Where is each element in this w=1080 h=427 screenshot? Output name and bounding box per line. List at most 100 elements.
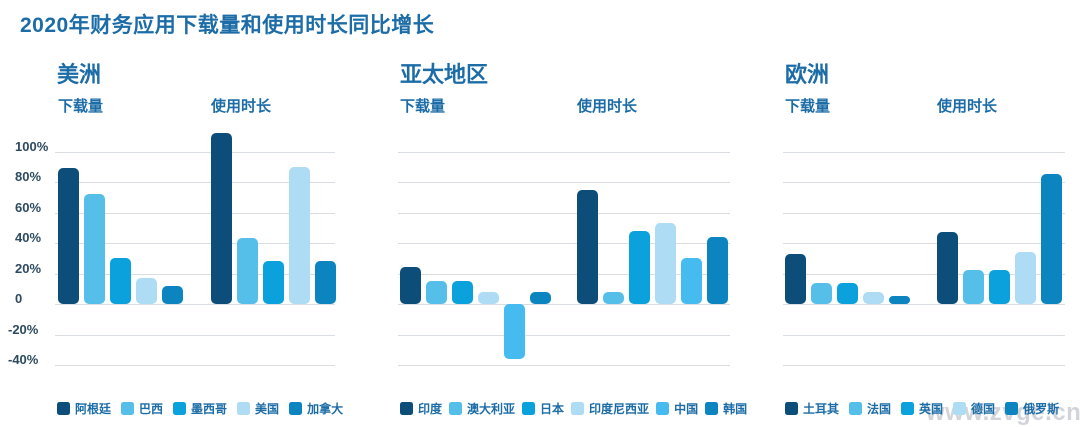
bar-r1-s1-c4 xyxy=(681,258,702,304)
bar-r0-s1-c1 xyxy=(237,238,258,304)
gridline-100pct xyxy=(55,151,335,153)
group-label-2-1: 使用时长 xyxy=(937,98,998,115)
group-label-2-0: 下载量 xyxy=(785,98,831,115)
legend-swatch-icon xyxy=(849,402,863,415)
bar-r2-s0-c3 xyxy=(863,291,884,304)
group-label-0-1: 使用时长 xyxy=(211,98,272,115)
legend-item-r0-c0: 阿根廷 xyxy=(57,400,111,417)
gridline--40pct xyxy=(55,365,335,366)
bar-r2-s1-c3 xyxy=(1015,252,1036,304)
legend-item-r0-c3: 美国 xyxy=(237,400,279,417)
bar-r1-s1-c5 xyxy=(707,236,728,304)
bar-r0-s1-c3 xyxy=(289,166,310,304)
bar-r0-s1-c2 xyxy=(263,261,284,304)
legend-swatch-icon xyxy=(705,402,719,415)
legend-label-r0-c0: 阿根廷 xyxy=(75,402,112,416)
legend-label-r0-c2: 墨西哥 xyxy=(191,402,228,416)
legend-item-r0-c1: 巴西 xyxy=(121,400,163,417)
legend-swatch-icon xyxy=(449,402,463,415)
plot-area-0 xyxy=(55,132,336,369)
legend-swatch-icon xyxy=(522,402,536,415)
y-tick-0: 0 xyxy=(15,291,23,306)
legend-label-r1-c1: 澳大利亚 xyxy=(467,402,516,416)
legend-label-r1-c4: 中国 xyxy=(674,402,699,416)
bar-r1-s0-c4 xyxy=(504,304,525,359)
region-2: 欧洲 下载量 使用时长 土耳其 法国 英国 德国 俄罗斯 xyxy=(783,55,1065,427)
legend-swatch-icon xyxy=(571,402,585,415)
legend-item-r2-c1: 法国 xyxy=(849,400,891,417)
gridline-20pct xyxy=(398,273,730,275)
legend-item-r1-c0: 印度 xyxy=(400,400,442,417)
gridline-100pct xyxy=(783,151,1065,153)
legend-item-r2-c2: 英国 xyxy=(901,400,943,417)
gridline-20pct xyxy=(55,273,335,275)
bar-r1-s0-c5 xyxy=(530,291,551,304)
legend-label-r0-c1: 巴西 xyxy=(139,402,164,416)
gridline--20pct xyxy=(783,334,1065,336)
legend-item-r1-c3: 印度尼西亚 xyxy=(571,400,649,417)
legend-swatch-icon xyxy=(400,402,413,415)
legend-label-r2-c1: 法国 xyxy=(867,402,892,416)
legend-label-r2-c4: 俄罗斯 xyxy=(1023,402,1060,416)
y-tick--40%: -40% xyxy=(8,352,39,367)
gridline-40pct xyxy=(55,243,335,244)
legend-item-r1-c1: 澳大利亚 xyxy=(449,400,515,417)
bar-r1-s1-c1 xyxy=(603,291,624,304)
gridline-40pct xyxy=(783,243,1065,244)
y-tick-80%: 80% xyxy=(15,169,42,184)
bar-r0-s0-c4 xyxy=(162,285,183,304)
watermark: www.zvge.cn xyxy=(926,399,1080,426)
legend-swatch-icon xyxy=(656,402,670,415)
bar-r0-s0-c3 xyxy=(136,278,157,304)
legend-label-r1-c2: 日本 xyxy=(540,402,565,416)
legend-0: 阿根廷 巴西 墨西哥 美国 加拿大 xyxy=(57,400,343,417)
legend-swatch-icon xyxy=(289,402,303,415)
legend-swatch-icon xyxy=(237,402,251,415)
y-tick-40%: 40% xyxy=(15,230,42,245)
legend-item-r0-c4: 加拿大 xyxy=(289,400,343,417)
bar-r1-s0-c0 xyxy=(400,267,421,304)
bar-r0-s1-c0 xyxy=(211,133,232,304)
gridline-80pct xyxy=(783,182,1065,183)
legend-1: 印度 澳大利亚 日本 印度尼西亚 中国 韩国 xyxy=(400,400,747,417)
legend-item-r1-c2: 日本 xyxy=(522,400,564,417)
legend-swatch-icon xyxy=(121,402,135,415)
legend-label-r2-c3: 德国 xyxy=(971,402,996,416)
bar-r0-s0-c2 xyxy=(110,258,131,304)
legend-swatch-icon xyxy=(953,402,967,415)
legend-item-r0-c2: 墨西哥 xyxy=(173,400,227,417)
legend-swatch-icon xyxy=(173,402,187,415)
legend-label-r1-c3: 印度尼西亚 xyxy=(589,402,650,416)
bar-r1-s1-c0 xyxy=(577,189,598,304)
gridline-60pct xyxy=(55,212,335,214)
legend-item-r2-c4: 俄罗斯 xyxy=(1005,400,1059,417)
gridline-80pct xyxy=(398,182,730,183)
gridline-60pct xyxy=(783,212,1065,214)
region-title-1: 亚太地区 xyxy=(400,62,489,87)
y-tick--20%: -20% xyxy=(8,321,39,337)
gridline-60pct xyxy=(398,212,730,214)
legend-label-r1-c5: 韩国 xyxy=(723,402,748,416)
group-label-0-0: 下载量 xyxy=(58,98,104,115)
y-axis: 100% 80% 60% 40% 20% 0 -20% -40% xyxy=(0,0,52,427)
bar-r2-s0-c0 xyxy=(785,253,806,304)
y-tick-20%: 20% xyxy=(15,260,42,276)
bar-r1-s0-c3 xyxy=(478,291,499,304)
region-1: 亚太地区 下载量 使用时长 印度 澳大利亚 日本 印度尼西亚 中国 韩国 xyxy=(398,55,747,427)
gridline-80pct xyxy=(55,182,335,183)
page-title: 2020年财务应用下载量和使用时长同比增长 xyxy=(20,14,435,37)
legend-label-r2-c2: 英国 xyxy=(919,402,944,416)
plot-area-2 xyxy=(783,132,1065,369)
legend-swatch-icon xyxy=(57,402,70,415)
gridline-100pct xyxy=(398,151,730,153)
gridline--40pct xyxy=(783,365,1065,366)
gridline--20pct xyxy=(398,334,730,336)
bar-r2-s1-c2 xyxy=(989,270,1010,304)
bar-r2-s1-c1 xyxy=(963,270,984,304)
group-label-1-0: 下载量 xyxy=(400,98,446,115)
bar-r2-s1-c0 xyxy=(937,232,958,304)
bar-r1-s1-c2 xyxy=(629,230,650,304)
bar-r2-s0-c4 xyxy=(889,296,910,304)
bar-r1-s0-c2 xyxy=(452,281,473,304)
legend-label-r0-c3: 美国 xyxy=(255,402,280,416)
